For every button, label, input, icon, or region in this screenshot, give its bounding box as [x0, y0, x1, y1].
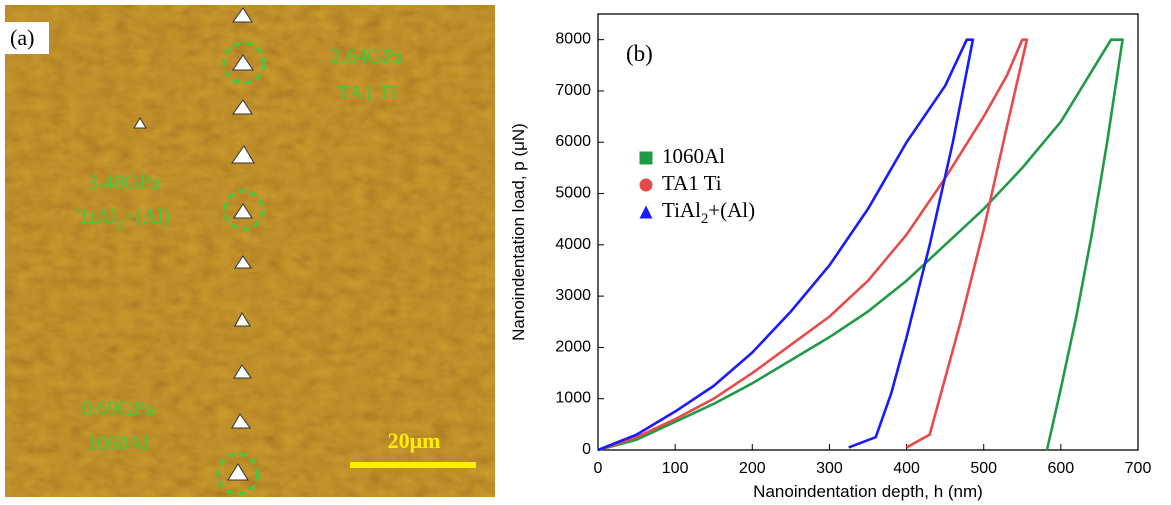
phase-name: TiAl2+(Al): [77, 204, 170, 234]
data-line: [597, 38, 975, 452]
y-tick-label: 2000: [555, 339, 591, 356]
y-tick-label: 0: [582, 441, 591, 458]
scale-bar-label: 20μm: [388, 428, 441, 453]
legend-marker: [639, 205, 653, 219]
scale-bar: [350, 462, 476, 468]
afm-texture: [5, 5, 495, 497]
x-tick-label: 200: [739, 460, 766, 477]
y-tick-label: 7000: [555, 82, 591, 99]
hardness-value: 3.48GPa: [88, 170, 162, 194]
chart: 0 100 200 300 400 500 600 700010002000300040005…: [509, 13, 1152, 501]
y-tick-label: 5000: [555, 185, 591, 202]
y-tick-label: 8000: [555, 31, 591, 48]
x-tick-label: 0: [594, 460, 603, 477]
y-axis-title: Nanoindentation load, p (μN): [509, 123, 528, 341]
phase-name: 1060Al: [87, 431, 150, 455]
x-tick-label: 600: [1048, 460, 1075, 477]
plot-frame: [597, 13, 1139, 451]
afm-tint: [5, 5, 495, 497]
data-line: [597, 38, 1124, 452]
legend-marker: [639, 151, 653, 165]
legend-label: TiAl2+(Al): [662, 198, 755, 228]
legend-label: TA1 Ti: [662, 171, 722, 195]
phase-name: TA1 Ti: [337, 81, 397, 105]
y-tick-label: 1000: [555, 390, 591, 407]
panel-label: (b): [626, 41, 653, 66]
indents: [133, 7, 255, 481]
x-tick-label: 500: [970, 460, 997, 477]
x-tick-label: 400: [893, 460, 920, 477]
legend-label: 1060Al: [662, 144, 725, 168]
y-tick-label: 4000: [555, 236, 591, 253]
image-panel: (a) 2.64GPa TA1 Ti 3.48GPa TiAl2+(Al) 0.…: [5, 5, 495, 497]
x-tick-label: 300: [816, 460, 843, 477]
legend-marker: [639, 178, 653, 192]
hardness-value: 0.69GPa: [82, 396, 156, 420]
panel-label: (a): [10, 25, 34, 50]
y-tick-label: 6000: [555, 133, 591, 150]
indent-highlights: [216, 41, 266, 496]
x-tick-label: 700: [1125, 460, 1152, 477]
y-tick-label: 3000: [555, 287, 591, 304]
x-tick-label: 100: [662, 460, 689, 477]
x-axis-title: Nanoindentation depth, h (nm): [753, 482, 983, 501]
data-line: [597, 38, 1029, 452]
hardness-value: 2.64GPa: [331, 44, 405, 68]
panel-label-box: [5, 22, 49, 54]
